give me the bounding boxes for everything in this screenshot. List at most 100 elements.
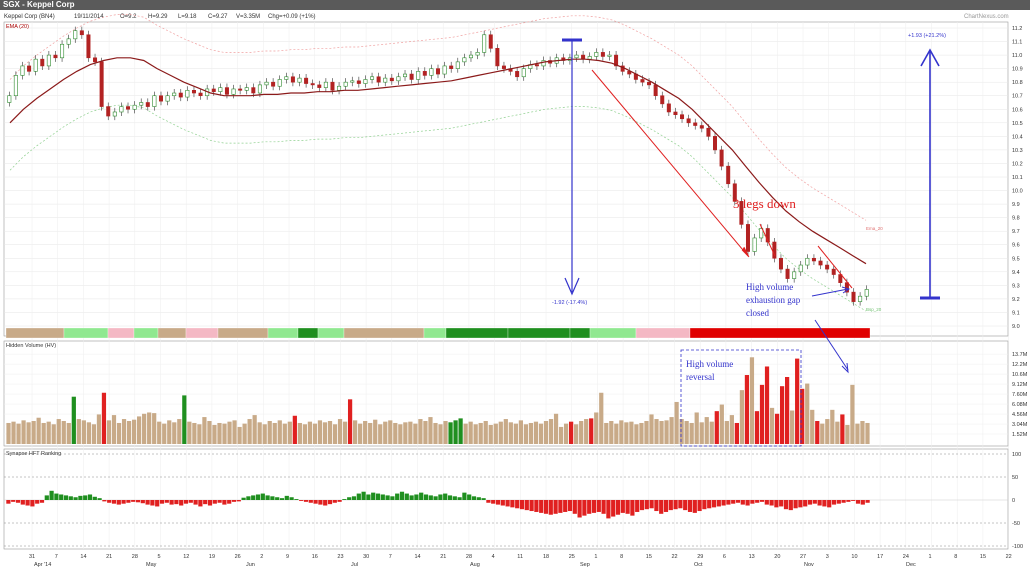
- volume-bar: [840, 414, 845, 444]
- ranking-bar: [385, 495, 390, 500]
- ranking-bar: [812, 500, 817, 504]
- volume-bar: [282, 423, 287, 444]
- trend-block: [445, 327, 509, 339]
- candle-body: [462, 57, 467, 63]
- volume-bar: [363, 421, 368, 444]
- date-tick-label: 23: [337, 554, 343, 560]
- close-label: C=9.27: [208, 14, 228, 20]
- ranking-bar: [447, 495, 453, 500]
- ranking-bar: [419, 492, 424, 500]
- trend-block: [635, 327, 691, 339]
- candle-body: [713, 136, 718, 151]
- volume-bar: [674, 401, 679, 444]
- candle-body: [521, 68, 526, 78]
- ranking-bar: [476, 497, 481, 500]
- price-tick-label: 9.1: [1012, 310, 1020, 316]
- volume-bar: [167, 420, 172, 444]
- candle-body: [851, 291, 856, 302]
- volume-bar: [106, 420, 112, 444]
- date-tick-label: 29: [697, 554, 703, 560]
- up-arrowhead: [920, 48, 940, 67]
- ranking-bar: [260, 493, 265, 500]
- candle-body: [46, 54, 51, 67]
- volume-axis: 1.52M 3.04M 4.56M 6.08M 7.60M 9.12M 10.6M 12.2M…: [1012, 352, 1028, 438]
- gap-pointer-head: [841, 286, 851, 294]
- volume-bar: [684, 421, 689, 444]
- candle-body: [238, 88, 243, 91]
- ranking-bar: [236, 500, 241, 502]
- watermark: ChartNexus.com: [964, 14, 1009, 20]
- ranking-bar: [783, 500, 789, 510]
- ranking-bar: [159, 500, 165, 504]
- candle-body: [158, 95, 163, 102]
- volume-bar: [408, 421, 413, 444]
- candle-body: [271, 81, 276, 87]
- volume-bar: [353, 420, 358, 444]
- ranking-bar: [342, 499, 347, 500]
- ranking-bar: [140, 500, 145, 504]
- volume-bar: [815, 421, 820, 444]
- price-tick-label: 10.9: [1012, 67, 1023, 73]
- date-tick-label: 9: [286, 554, 289, 560]
- ranking-bar: [635, 500, 640, 512]
- candle-body: [73, 30, 78, 40]
- volume-bar: [820, 423, 825, 444]
- ema-panel-label: EMA (20): [6, 24, 29, 30]
- volume-bar: [418, 419, 423, 444]
- price-tick-label: 10.8: [1012, 80, 1023, 86]
- trend-block: [157, 327, 187, 339]
- ranking-bar: [841, 500, 846, 503]
- volume-bar: [458, 418, 463, 444]
- volume-bar: [222, 423, 227, 444]
- volume-bar: [277, 420, 282, 444]
- date-tick-label: 12: [183, 554, 189, 560]
- date-tick-label: 21: [440, 554, 446, 560]
- trend-strip: [5, 327, 871, 339]
- candle-body: [495, 48, 500, 67]
- volume-bar: [232, 420, 237, 444]
- trend-block: [217, 327, 269, 339]
- ranking-bar: [423, 494, 429, 500]
- price-tick-label: 10.7: [1012, 94, 1023, 100]
- ranking-bar: [539, 500, 544, 513]
- ranking-bar: [750, 500, 755, 504]
- date-tick-label: 14: [80, 554, 86, 560]
- ranking-bar: [534, 500, 539, 512]
- candle-body: [739, 201, 744, 225]
- price-tick-label: 9.4: [1012, 270, 1020, 276]
- ranking-bar: [255, 494, 261, 500]
- candle-body: [350, 80, 355, 83]
- trend-block: [107, 327, 135, 339]
- ranking-bar: [337, 500, 342, 502]
- date-tick-label: 31: [29, 554, 35, 560]
- ranking-bar: [150, 500, 155, 506]
- gap-label-2: exhaustion gap: [746, 295, 801, 305]
- ranking-bar: [183, 500, 189, 504]
- ranking-bar: [683, 500, 688, 511]
- trend-block: [63, 327, 109, 339]
- volume-bar: [724, 421, 729, 444]
- ranking-bar: [73, 497, 78, 500]
- leg-three-line: [817, 245, 853, 289]
- price-tick-label: 9.7: [1012, 229, 1020, 235]
- candle-body: [541, 60, 546, 67]
- candle-body: [191, 90, 196, 94]
- ranking-bar: [572, 500, 577, 514]
- volume-tick-label: 1.52M: [1012, 432, 1028, 438]
- volume-bar: [126, 421, 132, 444]
- candle-body: [482, 34, 487, 53]
- ranking-axis: 100 50 0 -50 -100: [1012, 452, 1023, 550]
- candle-body: [488, 34, 493, 49]
- volume-bar: [332, 424, 338, 444]
- ranking-bar: [289, 497, 294, 500]
- volume-bar: [322, 422, 328, 444]
- volume-bar: [714, 411, 719, 444]
- candle-body: [251, 87, 256, 94]
- ranking-bar: [323, 500, 328, 506]
- candle-body: [13, 75, 18, 97]
- volume-bar: [729, 415, 734, 444]
- date-tick-label: 24: [903, 554, 909, 560]
- date-tick-label: 25: [569, 554, 575, 560]
- candle-body: [792, 271, 797, 279]
- ranking-bar: [222, 500, 227, 505]
